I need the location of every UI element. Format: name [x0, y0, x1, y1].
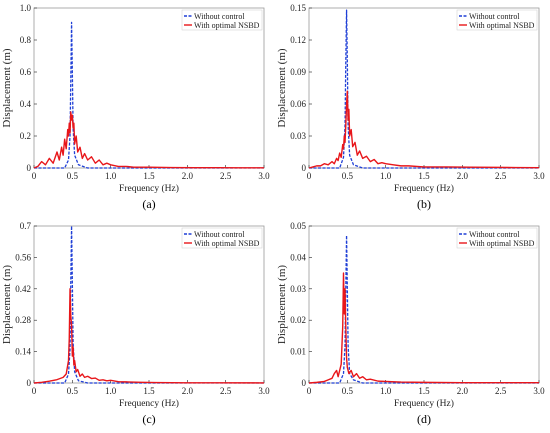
- x-tick-label: 3.0: [258, 171, 270, 181]
- x-tick-label: 1.0: [380, 171, 392, 181]
- panel-label: (d): [417, 412, 431, 426]
- y-tick-label: 0.7: [20, 221, 32, 231]
- y-tick-label: 0.4: [20, 99, 32, 109]
- series-line-without-control: [34, 21, 264, 169]
- x-tick-label: 0: [307, 386, 312, 396]
- series-line-with-nsbd: [308, 90, 540, 169]
- x-tick-label: 1.5: [143, 386, 155, 396]
- x-tick-label: 0.5: [67, 386, 79, 396]
- legend-entry: With optimal NSBD: [469, 21, 535, 30]
- x-tick-label: 2.0: [182, 171, 194, 181]
- y-tick-label: 1.0: [20, 3, 32, 13]
- y-tick-label: 0.04: [290, 252, 306, 262]
- series-line-without-control: [34, 225, 264, 384]
- x-tick-label: 0.5: [67, 171, 79, 181]
- y-tick-label: 0: [27, 378, 32, 388]
- chart-panel-d: 0 0.5 1.0 1.5 2.0 2.5 3.0 0 0.01 0.02 0.03 0.04 0.05…: [276, 221, 545, 426]
- x-tick-label: 0: [307, 171, 312, 181]
- chart-panel-b: 0 0.5 1.0 1.5 2.0 2.5 3.0 0 0.03 0.06 0.09 0.12 0.15…: [276, 3, 545, 211]
- legend-box: [456, 9, 538, 31]
- y-axis-label: Displacement (m): [1, 48, 13, 127]
- y-tick-label: 0.6: [20, 67, 32, 77]
- legend-box: [456, 227, 538, 249]
- y-tick-label: 0.03: [290, 284, 306, 294]
- legend-entry: Without control: [194, 12, 245, 21]
- x-tick-label: 1.5: [418, 386, 430, 396]
- x-tick-label: 1.0: [105, 386, 117, 396]
- x-tick-label: 1.0: [380, 386, 392, 396]
- x-axis-label: Frequency (Hz): [394, 398, 454, 409]
- panel-label: (c): [142, 412, 155, 426]
- panel-label: (b): [417, 197, 431, 211]
- x-tick-label: 2.5: [495, 171, 507, 181]
- y-axis-label: Displacement (m): [276, 48, 288, 127]
- legend-entry: Without control: [469, 230, 520, 239]
- x-tick-label: 1.0: [105, 171, 117, 181]
- y-tick-label: 0.28: [15, 315, 31, 325]
- legend-box: [181, 9, 263, 31]
- x-axis-label: Frequency (Hz): [119, 398, 179, 409]
- y-tick-label: 0.09: [290, 67, 306, 77]
- x-axis-label: Frequency (Hz): [394, 183, 454, 194]
- y-tick-label: 0.05: [290, 221, 306, 231]
- series-line-with-nsbd: [33, 111, 264, 169]
- legend-entry: With optimal NSBD: [194, 239, 260, 248]
- y-tick-label: 0.15: [290, 3, 306, 13]
- panel-label: (a): [142, 197, 155, 211]
- x-axis-label: Frequency (Hz): [119, 183, 179, 194]
- legend-entry: With optimal NSBD: [469, 239, 535, 248]
- y-tick-label: 0.01: [290, 347, 306, 357]
- series-line-with-nsbd: [308, 272, 539, 384]
- series-line-without-control: [309, 234, 539, 384]
- x-tick-label: 3.0: [258, 386, 270, 396]
- y-tick-label: 0: [302, 378, 307, 388]
- y-axis-label: Displacement (m): [276, 265, 288, 344]
- y-tick-label: 0.2: [20, 131, 31, 141]
- x-tick-label: 3.0: [533, 386, 545, 396]
- y-tick-label: 0.14: [15, 347, 31, 357]
- x-tick-label: 0.5: [342, 386, 354, 396]
- y-tick-label: 0.42: [15, 284, 31, 294]
- series-line-with-nsbd: [33, 288, 265, 384]
- x-tick-label: 2.0: [182, 386, 194, 396]
- chart-panel-a: 0 0.5 1.0 1.5 2.0 2.5 3.000.20.40.60.81.0Frequ…: [1, 3, 270, 211]
- y-tick-label: 0.06: [290, 99, 306, 109]
- y-tick-label: 0.8: [20, 35, 32, 45]
- x-tick-label: 0.5: [342, 171, 354, 181]
- x-tick-label: 2.0: [457, 171, 469, 181]
- y-tick-label: 0.56: [15, 252, 31, 262]
- y-tick-label: 0.03: [290, 131, 306, 141]
- x-tick-label: 2.5: [220, 171, 232, 181]
- x-tick-label: 2.5: [495, 386, 507, 396]
- y-tick-label: 0: [302, 163, 307, 173]
- y-tick-label: 0.02: [290, 315, 306, 325]
- legend-entry: With optimal NSBD: [194, 21, 260, 30]
- plot-frame: [33, 7, 265, 169]
- x-tick-label: 3.0: [533, 171, 545, 181]
- chart-panel-c: 0 0.5 1.0 1.5 2.0 2.5 3.0 0 0.14 0.28 0.42 0.56 0.7 F…: [1, 221, 270, 426]
- x-tick-label: 2.5: [220, 386, 232, 396]
- x-tick-label: 1.5: [418, 171, 430, 181]
- x-tick-label: 2.0: [457, 386, 469, 396]
- legend-box: [181, 227, 263, 249]
- x-tick-label: 0: [32, 386, 37, 396]
- legend-entry: Without control: [469, 12, 520, 21]
- x-tick-label: 0: [32, 171, 37, 181]
- y-tick-label: 0.12: [290, 35, 306, 45]
- x-tick-label: 1.5: [143, 171, 155, 181]
- legend-entry: Without control: [194, 230, 245, 239]
- y-tick-label: 0: [27, 163, 32, 173]
- y-axis-label: Displacement (m): [1, 265, 13, 344]
